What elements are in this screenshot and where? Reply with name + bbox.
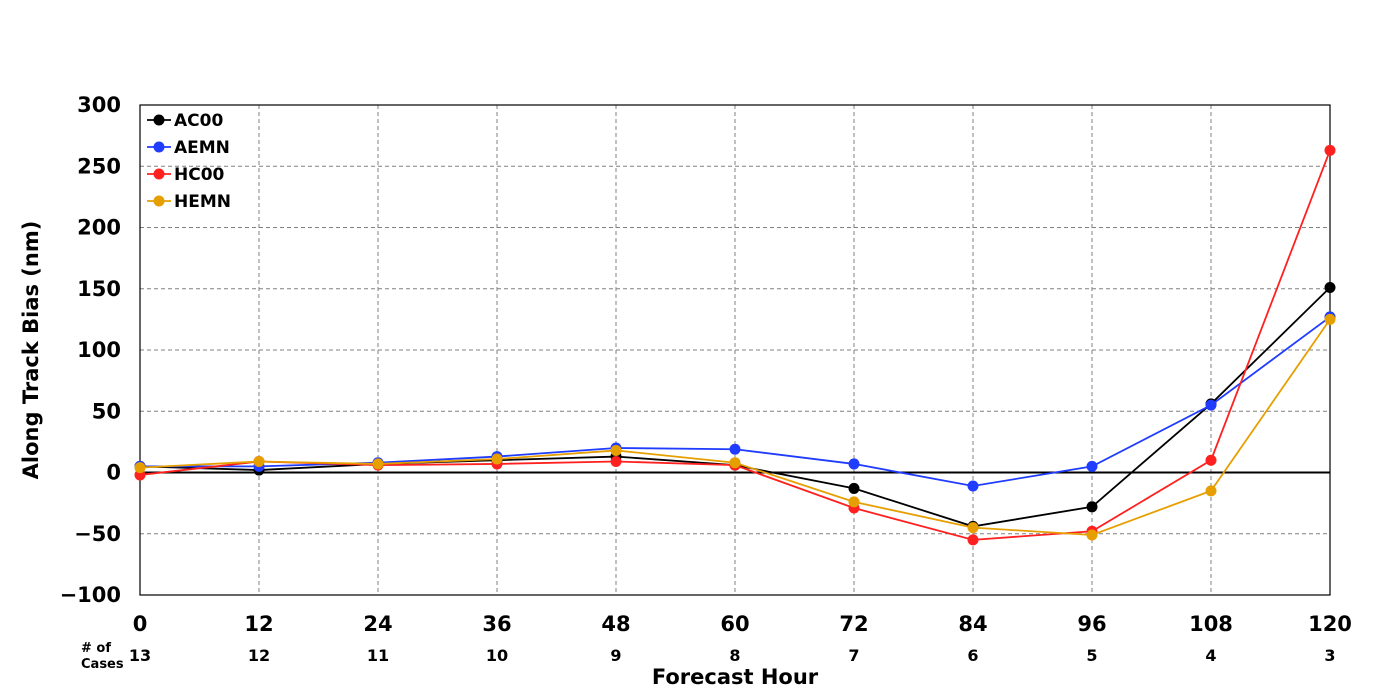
- x-tick-label: 108: [1189, 612, 1233, 636]
- data-point: [848, 458, 860, 470]
- legend-marker: [153, 195, 165, 207]
- y-tick-label: 300: [77, 93, 121, 117]
- data-point: [610, 455, 622, 467]
- legend-marker: [153, 114, 165, 126]
- y-tick-label: 250: [77, 154, 121, 178]
- legend-marker: [153, 168, 165, 180]
- data-point: [1205, 485, 1217, 497]
- grid-layer: [139, 104, 1331, 596]
- cases-title-line2: Cases: [81, 657, 124, 672]
- data-point: [253, 455, 265, 467]
- cases-title-line1: # of: [81, 641, 111, 656]
- data-point: [1086, 460, 1098, 472]
- case-count: 9: [610, 646, 621, 665]
- x-tick-label: 48: [601, 612, 630, 636]
- case-count: 12: [248, 646, 270, 665]
- legend-label: AC00: [174, 111, 223, 131]
- x-axis-title: Forecast Hour: [652, 665, 819, 689]
- series-layer: [134, 144, 1336, 546]
- y-tick-label: 200: [77, 216, 121, 240]
- x-tick-label: 0: [133, 612, 148, 636]
- data-point: [848, 482, 860, 494]
- legend-item: HC00: [147, 165, 225, 185]
- case-count: 10: [486, 646, 508, 665]
- case-count-labels: 13 12 11 10 9 8 7 6 5 4 3: [129, 646, 1336, 665]
- y-tick-label: 50: [92, 399, 121, 423]
- y-tick-label: 150: [77, 277, 121, 301]
- legend: AC00 AEMN HC00 HEMN: [147, 111, 231, 212]
- x-tick-label: 12: [244, 612, 273, 636]
- legend-label: HEMN: [174, 192, 231, 212]
- data-point: [967, 480, 979, 492]
- series-hemn: [134, 313, 1336, 541]
- case-count: 5: [1086, 646, 1097, 665]
- data-point: [1205, 454, 1217, 466]
- x-tick-label: 96: [1077, 612, 1106, 636]
- data-point: [729, 457, 741, 469]
- data-point: [848, 496, 860, 508]
- y-tick-labels: −100 −50 0 50 100 150 200 250 300: [60, 93, 121, 607]
- case-count: 6: [967, 646, 978, 665]
- y-axis-title: Along Track Bias (nm): [19, 221, 43, 480]
- data-point: [1086, 529, 1098, 541]
- x-tick-label: 84: [958, 612, 987, 636]
- case-count: 8: [729, 646, 740, 665]
- x-tick-label: 120: [1308, 612, 1352, 636]
- data-point: [1205, 399, 1217, 411]
- y-tick-label: −100: [60, 583, 121, 607]
- y-tick-label: −50: [74, 522, 121, 546]
- legend-item: AC00: [147, 111, 223, 131]
- data-point: [967, 534, 979, 546]
- x-tick-label: 24: [363, 612, 392, 636]
- data-point: [967, 522, 979, 534]
- case-count: 11: [367, 646, 389, 665]
- y-tick-label: 100: [77, 338, 121, 362]
- x-tick-label: 60: [720, 612, 749, 636]
- data-point: [1324, 144, 1336, 156]
- legend-marker: [153, 141, 165, 153]
- data-point: [610, 444, 622, 456]
- case-count: 13: [129, 646, 151, 665]
- data-point: [1086, 501, 1098, 513]
- data-point: [729, 443, 741, 455]
- case-count: 7: [848, 646, 859, 665]
- data-point: [491, 453, 503, 465]
- x-tick-labels: 0 12 24 36 48 60 72 84 96 108 120: [133, 612, 1352, 636]
- x-tick-label: 36: [482, 612, 511, 636]
- data-point: [372, 458, 384, 470]
- data-point: [1324, 313, 1336, 325]
- legend-item: AEMN: [147, 138, 230, 158]
- x-tick-label: 72: [839, 612, 868, 636]
- y-tick-label: 0: [106, 461, 121, 485]
- legend-item: HEMN: [147, 192, 231, 212]
- case-count: 3: [1324, 646, 1335, 665]
- data-point: [134, 462, 146, 474]
- legend-label: AEMN: [174, 138, 230, 158]
- case-count: 4: [1205, 646, 1216, 665]
- legend-label: HC00: [174, 165, 225, 185]
- plot-frame: [139, 104, 1331, 596]
- data-point: [1324, 282, 1336, 294]
